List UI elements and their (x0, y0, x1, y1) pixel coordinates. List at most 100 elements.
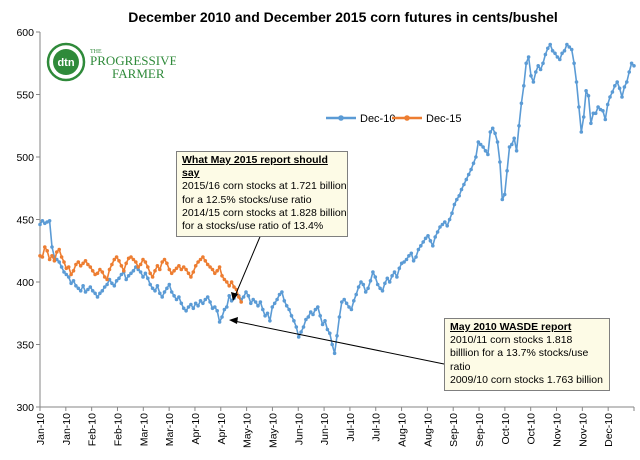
data-point-dec10 (632, 64, 636, 68)
data-point-dec15 (172, 269, 176, 273)
data-point-dec10 (572, 61, 576, 66)
data-point-dec10 (208, 300, 212, 304)
data-point-dec10 (246, 294, 251, 298)
data-point-dec10 (490, 126, 495, 131)
data-point-dec10 (304, 317, 308, 322)
data-point-dec10 (452, 202, 457, 207)
data-point-dec10 (474, 155, 478, 159)
data-point-dec15 (124, 261, 128, 266)
data-point-dec10 (378, 286, 382, 291)
logo-badge (53, 49, 79, 75)
data-point-dec10 (323, 319, 327, 323)
data-point-dec15 (201, 255, 205, 259)
legend-label-dec15: Dec-15 (426, 113, 461, 125)
data-point-dec10 (579, 130, 584, 134)
x-tick-label: Oct-10 (526, 413, 538, 445)
data-point-dec15 (237, 295, 241, 299)
data-point-dec10 (409, 251, 414, 256)
arrow-may2010 (233, 320, 445, 365)
data-point-dec10 (421, 240, 426, 244)
data-point-dec10 (615, 80, 619, 84)
data-point-dec10 (102, 285, 107, 289)
logo-ring (46, 42, 86, 82)
logo-line3: FARMER (112, 66, 165, 81)
data-point-dec15 (205, 262, 210, 267)
x-tick-label: Nov-10 (552, 413, 564, 447)
data-point-dec10 (447, 217, 452, 222)
data-point-dec10 (251, 297, 255, 302)
data-point-dec15 (95, 271, 100, 276)
data-point-dec10 (186, 305, 191, 309)
data-point-dec15 (210, 267, 215, 272)
x-tick-label: May-10 (242, 413, 254, 448)
data-point-dec10 (325, 327, 330, 332)
data-point-dec15 (105, 277, 109, 282)
data-point-dec10 (531, 80, 536, 84)
data-point-dec10 (402, 260, 406, 264)
data-point-dec10 (59, 265, 64, 269)
data-point-dec10 (352, 299, 356, 303)
data-point-dec10 (270, 305, 275, 309)
data-point-dec10 (385, 276, 390, 281)
data-point-dec10 (543, 52, 548, 57)
data-point-dec15 (167, 267, 172, 272)
data-point-dec10 (217, 320, 222, 324)
data-point-dec15 (162, 257, 167, 262)
data-point-dec15 (43, 245, 47, 249)
data-point-dec10 (397, 266, 402, 271)
data-point-dec10 (407, 254, 411, 258)
data-point-dec10 (363, 290, 368, 294)
data-point-dec10 (66, 275, 71, 279)
data-point-dec15 (55, 250, 59, 254)
data-point-dec15 (100, 270, 105, 274)
data-point-dec15 (222, 277, 227, 282)
data-point-dec10 (354, 292, 359, 297)
data-point-dec10 (138, 270, 143, 274)
data-point-dec10 (373, 275, 378, 279)
data-point-dec10 (196, 304, 200, 308)
data-point-dec15 (165, 261, 169, 266)
data-point-dec15 (153, 269, 157, 273)
data-point-dec10 (316, 305, 320, 309)
x-tick-label: Nov-10 (577, 413, 589, 447)
data-point-dec15 (134, 260, 138, 264)
data-point-dec10 (502, 192, 507, 197)
data-point-dec15 (71, 269, 76, 273)
data-point-dec10 (148, 282, 152, 287)
data-point-dec10 (95, 295, 100, 299)
arrowhead-may2010 (229, 317, 238, 324)
data-point-dec15 (57, 247, 61, 252)
data-point-dec10 (179, 301, 184, 306)
data-point-dec10 (455, 197, 459, 202)
note-may2015-line: 2015/16 corn stocks at 1.721 billion (182, 180, 347, 193)
y-tick-label: 600 (16, 27, 34, 39)
data-point-dec15 (220, 274, 224, 278)
data-point-dec15 (76, 260, 81, 264)
data-point-dec10 (375, 282, 380, 287)
data-point-dec10 (301, 325, 306, 329)
legend-marker-dec10 (338, 115, 344, 121)
data-point-dec10 (438, 225, 442, 229)
data-point-dec10 (574, 80, 579, 84)
data-point-dec10 (225, 305, 229, 309)
data-point-dec10 (347, 305, 351, 309)
logo-line1: THE (90, 49, 102, 55)
data-point-dec10 (450, 211, 454, 215)
data-point-dec10 (476, 140, 481, 144)
data-point-dec10 (126, 274, 131, 278)
data-point-dec10 (203, 297, 208, 302)
data-point-dec10 (308, 310, 313, 314)
series-dec15 (38, 245, 243, 304)
data-point-dec10 (88, 285, 93, 289)
data-point-dec10 (110, 281, 114, 286)
data-point-dec10 (256, 304, 260, 308)
data-point-dec15 (198, 257, 203, 262)
y-tick-label: 400 (16, 277, 34, 289)
data-point-dec10 (74, 284, 78, 288)
data-point-dec10 (47, 219, 52, 223)
data-point-dec10 (414, 255, 418, 259)
data-point-dec10 (129, 271, 133, 276)
data-point-dec10 (419, 244, 423, 248)
chart-title: December 2010 and December 2015 corn fut… (128, 9, 558, 25)
x-tick-label: Apr-10 (190, 413, 202, 445)
